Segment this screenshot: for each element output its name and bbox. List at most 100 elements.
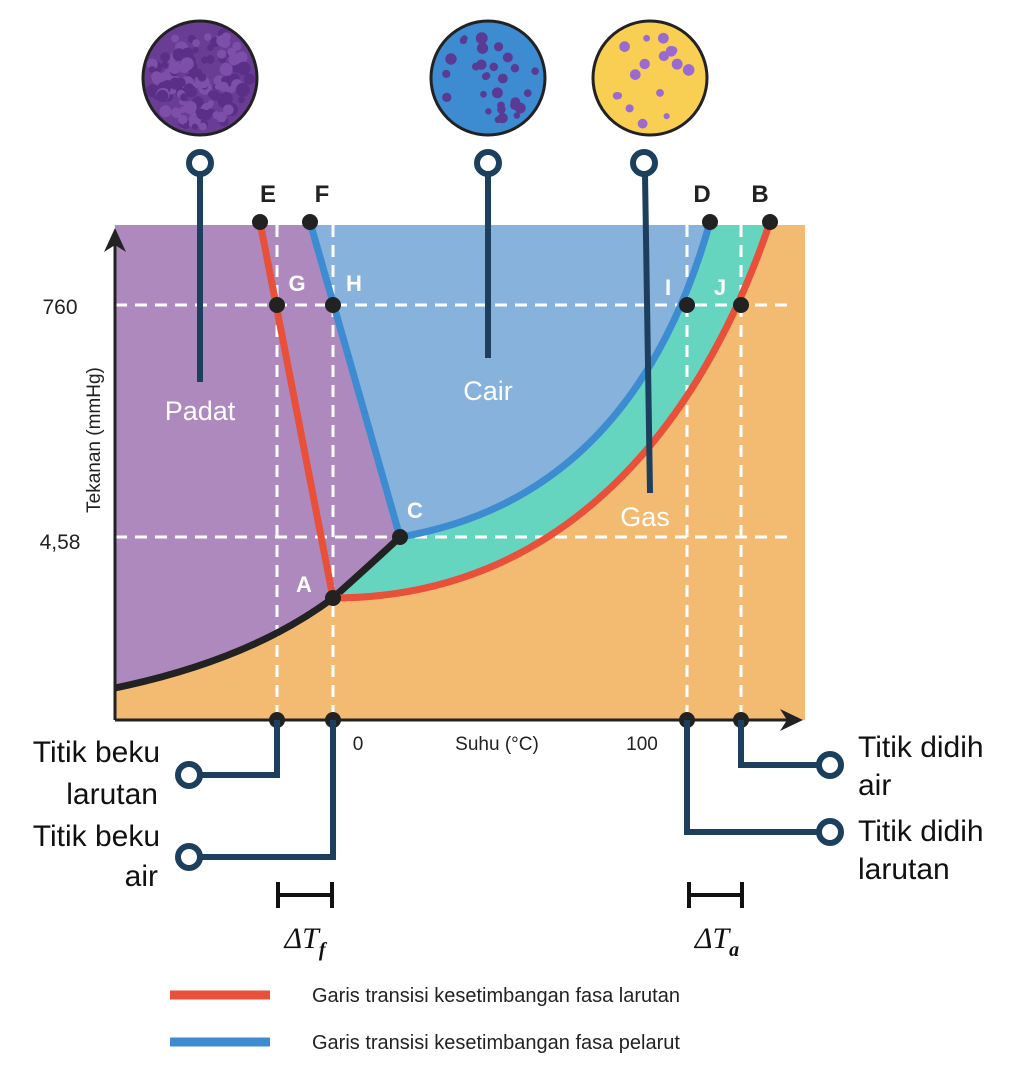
callout-text: larutan [858, 853, 950, 886]
solution-curve [256, 220, 774, 602]
particle [219, 62, 233, 76]
y-tick-label: 4,58 [40, 531, 81, 554]
point-a [325, 590, 341, 606]
callout-text: Titik beku [33, 820, 160, 853]
particle [489, 62, 499, 72]
particle [656, 89, 664, 97]
pin-line [642, 173, 653, 494]
particle [192, 46, 199, 54]
delta-label: ΔTa [694, 922, 739, 961]
callout-text: Titik didih [858, 815, 984, 848]
legend-text: Garis transisi kesetimbangan fasa laruta… [312, 985, 680, 1007]
particle [657, 32, 669, 44]
delta-subscript: a [729, 939, 739, 961]
particle [221, 32, 231, 42]
particle [475, 32, 488, 45]
point-label: G [288, 271, 305, 296]
point-label: I [665, 275, 671, 300]
x-arrow [780, 709, 803, 731]
point-g [269, 297, 285, 313]
point-j [733, 297, 749, 313]
particle [491, 87, 503, 99]
pin-head [630, 149, 658, 177]
particle [497, 73, 508, 84]
particle [192, 39, 201, 48]
phase-label: Cair [463, 376, 513, 406]
particle [200, 109, 211, 121]
particle [208, 90, 217, 99]
callout-head [175, 843, 203, 871]
particle [531, 67, 539, 75]
sublimation-curve [114, 534, 403, 692]
point-label: C [407, 498, 423, 523]
points [252, 214, 778, 728]
particle [629, 69, 641, 80]
x-axis-label: Suhu (°C) [455, 734, 539, 755]
particle [160, 52, 171, 62]
particle [671, 58, 683, 70]
particle [497, 105, 506, 114]
callout-line [738, 720, 819, 768]
particle [168, 61, 182, 75]
particle [220, 92, 233, 105]
point-c [392, 529, 408, 545]
callout-text: larutan [66, 778, 158, 811]
particle [459, 36, 468, 45]
particle [682, 64, 695, 76]
particle [242, 64, 251, 73]
particle [485, 108, 492, 115]
point-label: E [260, 181, 276, 208]
particle [198, 122, 207, 131]
particle [181, 47, 194, 61]
particle [445, 53, 457, 65]
particle [476, 42, 489, 54]
particle [513, 112, 521, 119]
particle [619, 41, 630, 52]
particle [205, 55, 215, 64]
particle [232, 41, 242, 51]
particle [204, 33, 212, 41]
particle [658, 50, 669, 62]
particle [190, 112, 198, 120]
phase-label: Padat [165, 396, 236, 426]
particle [162, 79, 172, 89]
callout-text: air [858, 769, 891, 802]
callout-line [200, 720, 280, 778]
particle [183, 122, 190, 130]
particle [159, 105, 172, 118]
particle [218, 81, 229, 92]
point-i [679, 297, 695, 313]
phase-label: Gas [620, 502, 670, 532]
point-h [325, 297, 341, 313]
callout-text: Titik didih [858, 731, 984, 764]
particle [523, 89, 532, 97]
point-label: F [315, 181, 330, 208]
point-label: J [714, 275, 726, 300]
delta-bracket [687, 882, 744, 908]
point-label: H [346, 271, 362, 296]
particle [179, 106, 187, 113]
particle [493, 42, 504, 52]
particle [637, 118, 648, 129]
callout-head [175, 761, 203, 789]
particle [243, 73, 255, 85]
particle [238, 96, 245, 104]
callout-head [816, 751, 844, 779]
particle [639, 58, 650, 70]
y-axis-label: Tekanan (mmHg) [84, 367, 105, 513]
point-e [252, 214, 268, 230]
particle [442, 69, 451, 78]
pin-head [186, 149, 214, 177]
particle [510, 64, 520, 73]
callout-text: air [125, 860, 158, 893]
particle [207, 100, 214, 107]
particle [180, 57, 194, 71]
delta-subscript: f [319, 939, 328, 961]
particle [481, 72, 490, 81]
particle [151, 71, 162, 82]
particle [146, 58, 158, 70]
particle [177, 114, 188, 125]
particle [185, 85, 198, 98]
